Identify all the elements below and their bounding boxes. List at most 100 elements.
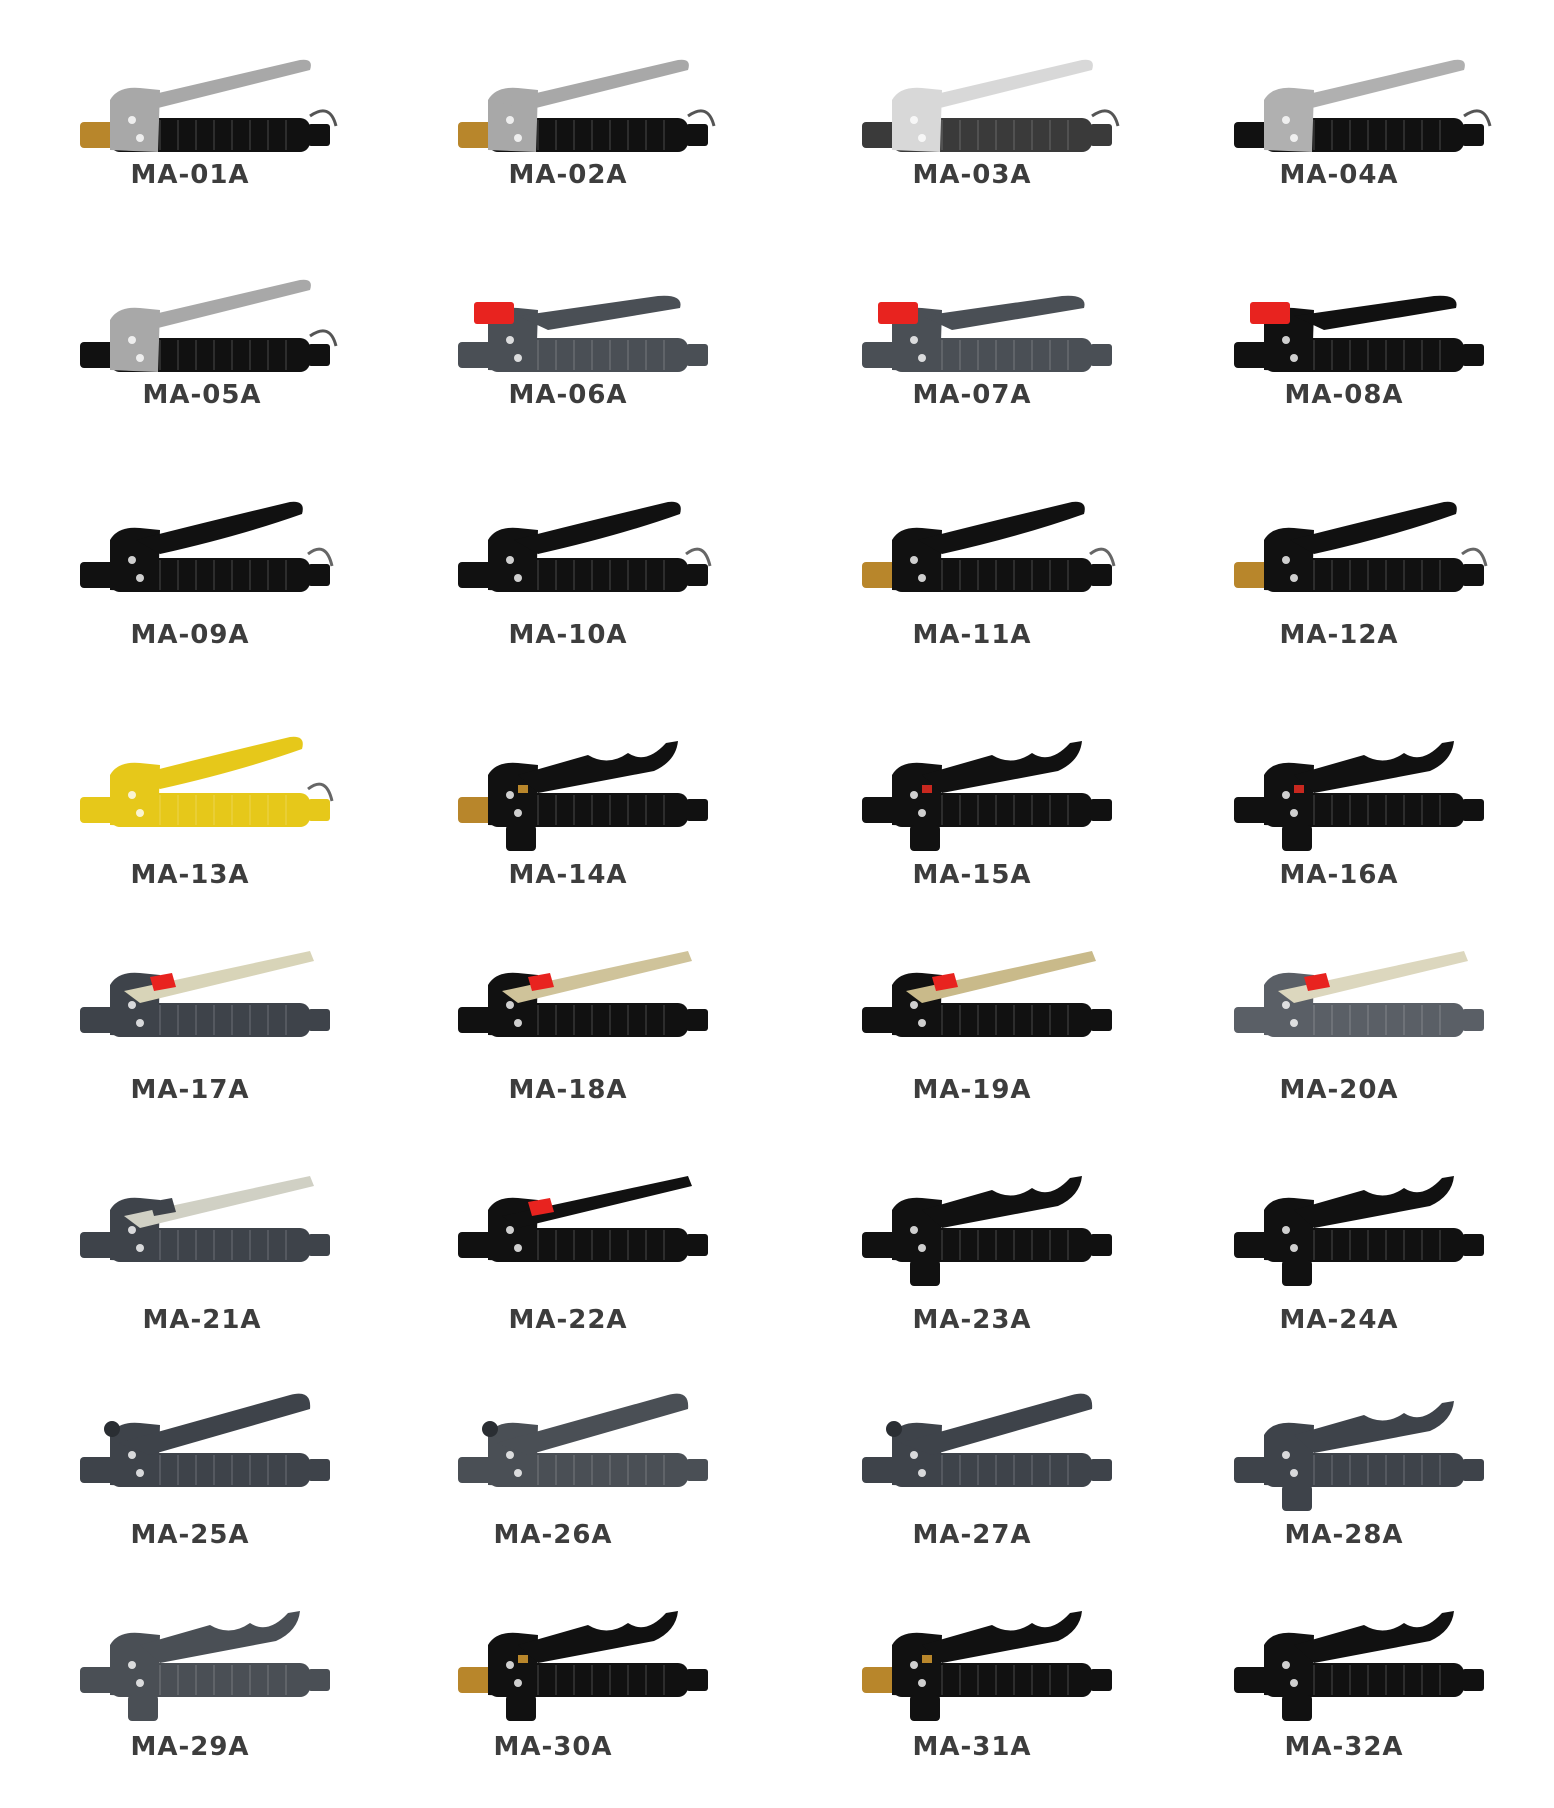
product-card: MA-25A xyxy=(40,1365,360,1578)
product-code-label: MA-03A xyxy=(912,160,1032,190)
product-image xyxy=(862,741,1112,851)
product-card: MA-08A xyxy=(1194,250,1514,438)
product-card: MA-28A xyxy=(1194,1365,1514,1578)
product-code-label: MA-11A xyxy=(912,620,1032,650)
product-image xyxy=(1234,741,1484,851)
product-card: MA-16A xyxy=(1194,705,1514,918)
sprayer-handle-icon xyxy=(1234,501,1488,592)
product-code-label: MA-08A xyxy=(1284,380,1404,410)
product-card: MA-23A xyxy=(822,1140,1142,1363)
product-card: MA-14A xyxy=(418,705,738,918)
sprayer-handle-icon xyxy=(1234,951,1484,1037)
product-card: MA-22A xyxy=(418,1140,738,1363)
product-code-label: MA-01A xyxy=(130,160,250,190)
product-card: MA-27A xyxy=(822,1365,1142,1578)
product-image xyxy=(1234,1401,1484,1511)
product-image xyxy=(458,59,716,152)
product-code-label: MA-28A xyxy=(1284,1520,1404,1550)
product-code-label: MA-05A xyxy=(142,380,262,410)
product-card: MA-03A xyxy=(822,30,1142,218)
product-image xyxy=(80,1611,330,1721)
product-image xyxy=(862,295,1112,372)
sprayer-handle-icon xyxy=(862,951,1112,1037)
product-code-label: MA-23A xyxy=(912,1305,1032,1335)
product-card: MA-29A xyxy=(40,1575,360,1790)
sprayer-handle-icon xyxy=(1234,295,1484,372)
sprayer-handle-icon xyxy=(862,59,1120,152)
product-code-label: MA-26A xyxy=(493,1520,613,1550)
product-image xyxy=(458,501,712,592)
sprayer-handle-icon xyxy=(80,951,330,1037)
product-code-label: MA-21A xyxy=(142,1305,262,1335)
product-code-label: MA-17A xyxy=(130,1075,250,1105)
product-image xyxy=(458,741,708,851)
sprayer-handle-icon xyxy=(862,1393,1112,1487)
product-image xyxy=(1234,59,1492,152)
sprayer-handle-icon xyxy=(80,1393,330,1487)
product-card: MA-24A xyxy=(1194,1140,1514,1363)
product-card: MA-32A xyxy=(1194,1575,1514,1790)
product-code-label: MA-14A xyxy=(508,860,628,890)
product-code-label: MA-31A xyxy=(912,1732,1032,1762)
product-code-label: MA-19A xyxy=(912,1075,1032,1105)
product-card: MA-31A xyxy=(822,1575,1142,1790)
sprayer-handle-icon xyxy=(458,501,712,592)
product-code-label: MA-16A xyxy=(1279,860,1399,890)
product-image xyxy=(1234,295,1484,372)
product-image xyxy=(80,1176,330,1262)
product-card: MA-17A xyxy=(40,915,360,1133)
sprayer-handle-icon xyxy=(1234,1401,1484,1511)
product-card: MA-10A xyxy=(418,470,738,678)
product-image xyxy=(1234,951,1484,1037)
product-code-label: MA-09A xyxy=(130,620,250,650)
sprayer-handle-icon xyxy=(862,1176,1112,1286)
sprayer-handle-icon xyxy=(1234,1176,1484,1286)
product-image xyxy=(80,951,330,1037)
product-card: MA-19A xyxy=(822,915,1142,1133)
sprayer-handle-icon xyxy=(80,59,338,152)
product-card: MA-21A xyxy=(40,1140,360,1363)
product-card: MA-05A xyxy=(40,250,360,438)
sprayer-handle-icon xyxy=(80,279,338,372)
sprayer-handle-icon xyxy=(80,1176,330,1262)
product-card: MA-20A xyxy=(1194,915,1514,1133)
product-image xyxy=(862,1393,1112,1487)
product-code-label: MA-24A xyxy=(1279,1305,1399,1335)
product-code-label: MA-02A xyxy=(508,160,628,190)
product-image xyxy=(458,1176,708,1262)
product-card: MA-09A xyxy=(40,470,360,678)
product-card: MA-12A xyxy=(1194,470,1514,678)
product-image xyxy=(862,59,1120,152)
sprayer-handle-icon xyxy=(862,741,1112,851)
product-code-label: MA-18A xyxy=(508,1075,628,1105)
product-image xyxy=(80,59,338,152)
product-code-label: MA-27A xyxy=(912,1520,1032,1550)
sprayer-handle-icon xyxy=(862,501,1116,592)
product-image xyxy=(80,501,334,592)
sprayer-handle-icon xyxy=(1234,59,1492,152)
product-card: MA-02A xyxy=(418,30,738,218)
sprayer-handle-icon xyxy=(80,736,334,827)
product-code-label: MA-04A xyxy=(1279,160,1399,190)
product-image xyxy=(862,501,1116,592)
product-card: MA-01A xyxy=(40,30,360,218)
product-code-label: MA-15A xyxy=(912,860,1032,890)
sprayer-handle-icon xyxy=(458,295,708,372)
product-code-label: MA-10A xyxy=(508,620,628,650)
product-image xyxy=(458,951,708,1037)
sprayer-handle-icon xyxy=(1234,1611,1484,1721)
product-card: MA-18A xyxy=(418,915,738,1133)
product-card: MA-06A xyxy=(418,250,738,438)
product-image xyxy=(862,951,1112,1037)
sprayer-handle-icon xyxy=(862,1611,1112,1721)
product-card: MA-11A xyxy=(822,470,1142,678)
product-image xyxy=(80,736,334,827)
sprayer-handle-icon xyxy=(458,1176,708,1262)
sprayer-handle-icon xyxy=(862,295,1112,372)
product-image xyxy=(80,1393,330,1487)
product-code-label: MA-20A xyxy=(1279,1075,1399,1105)
sprayer-handle-icon xyxy=(1234,741,1484,851)
sprayer-handle-icon xyxy=(458,1611,708,1721)
product-image xyxy=(1234,1176,1484,1286)
